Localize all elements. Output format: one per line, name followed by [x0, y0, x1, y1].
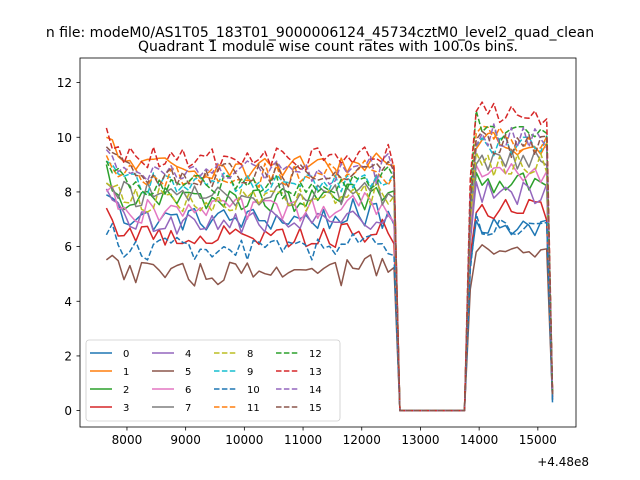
series-layer: [105, 101, 554, 412]
plot-frame: [79, 57, 577, 428]
x-axis: 8000 9000 10000 11000 12000 13000 14000 15000: [112, 427, 557, 447]
x-tick-label: 15000: [519, 433, 557, 447]
x-tick-label: 10000: [225, 433, 263, 447]
legend-label-8: 8: [247, 349, 253, 360]
series-line-14: [105, 123, 554, 412]
x-tick-label: 12000: [343, 433, 381, 447]
x-offset-label: +4.48e8: [537, 455, 589, 469]
series-line-10: [105, 212, 554, 412]
legend-label-1: 1: [123, 367, 129, 378]
x-tick-label: 14000: [460, 433, 498, 447]
series-line-4: [105, 181, 554, 412]
y-tick-label: 10: [57, 131, 72, 145]
series-line-3: [105, 198, 554, 412]
legend-label-15: 15: [309, 403, 322, 414]
y-tick-label: 4: [64, 295, 72, 309]
legend-label-11: 11: [247, 403, 260, 414]
x-tick-label: 11000: [284, 433, 322, 447]
legend-label-5: 5: [185, 367, 191, 378]
legend-label-14: 14: [309, 385, 322, 396]
series-line-15: [105, 130, 554, 412]
legend-label-12: 12: [309, 349, 322, 360]
chart-title: Quadrant 1 module wise count rates with …: [138, 39, 518, 55]
legend-label-10: 10: [247, 385, 260, 396]
y-tick-label: 0: [64, 404, 72, 418]
figure-suptitle: n file: modeM0/AS1T05_183T01_9000006124_…: [46, 25, 594, 41]
legend-label-2: 2: [123, 385, 129, 396]
legend-label-9: 9: [247, 367, 253, 378]
x-tick-label: 9000: [170, 433, 201, 447]
x-tick-label: 8000: [112, 433, 143, 447]
y-tick-label: 8: [64, 185, 72, 199]
series-line-7: [105, 148, 554, 412]
legend-label-4: 4: [185, 349, 191, 360]
y-tick-label: 2: [64, 349, 72, 363]
x-tick-label: 13000: [401, 433, 439, 447]
legend-label-7: 7: [185, 403, 191, 414]
legend-label-0: 0: [123, 349, 129, 360]
y-axis: 0 2 4 6 8 10 12: [57, 76, 80, 418]
y-tick-label: 12: [57, 76, 72, 90]
series-line-5: [105, 244, 554, 412]
series-line-13: [105, 101, 554, 412]
series-line-6: [105, 163, 554, 412]
legend-label-13: 13: [309, 367, 322, 378]
y-tick-label: 6: [64, 240, 72, 254]
legend-label-3: 3: [123, 403, 129, 414]
legend-frame: [85, 339, 341, 422]
series-line-1: [106, 131, 554, 412]
legend-label-6: 6: [185, 385, 191, 396]
